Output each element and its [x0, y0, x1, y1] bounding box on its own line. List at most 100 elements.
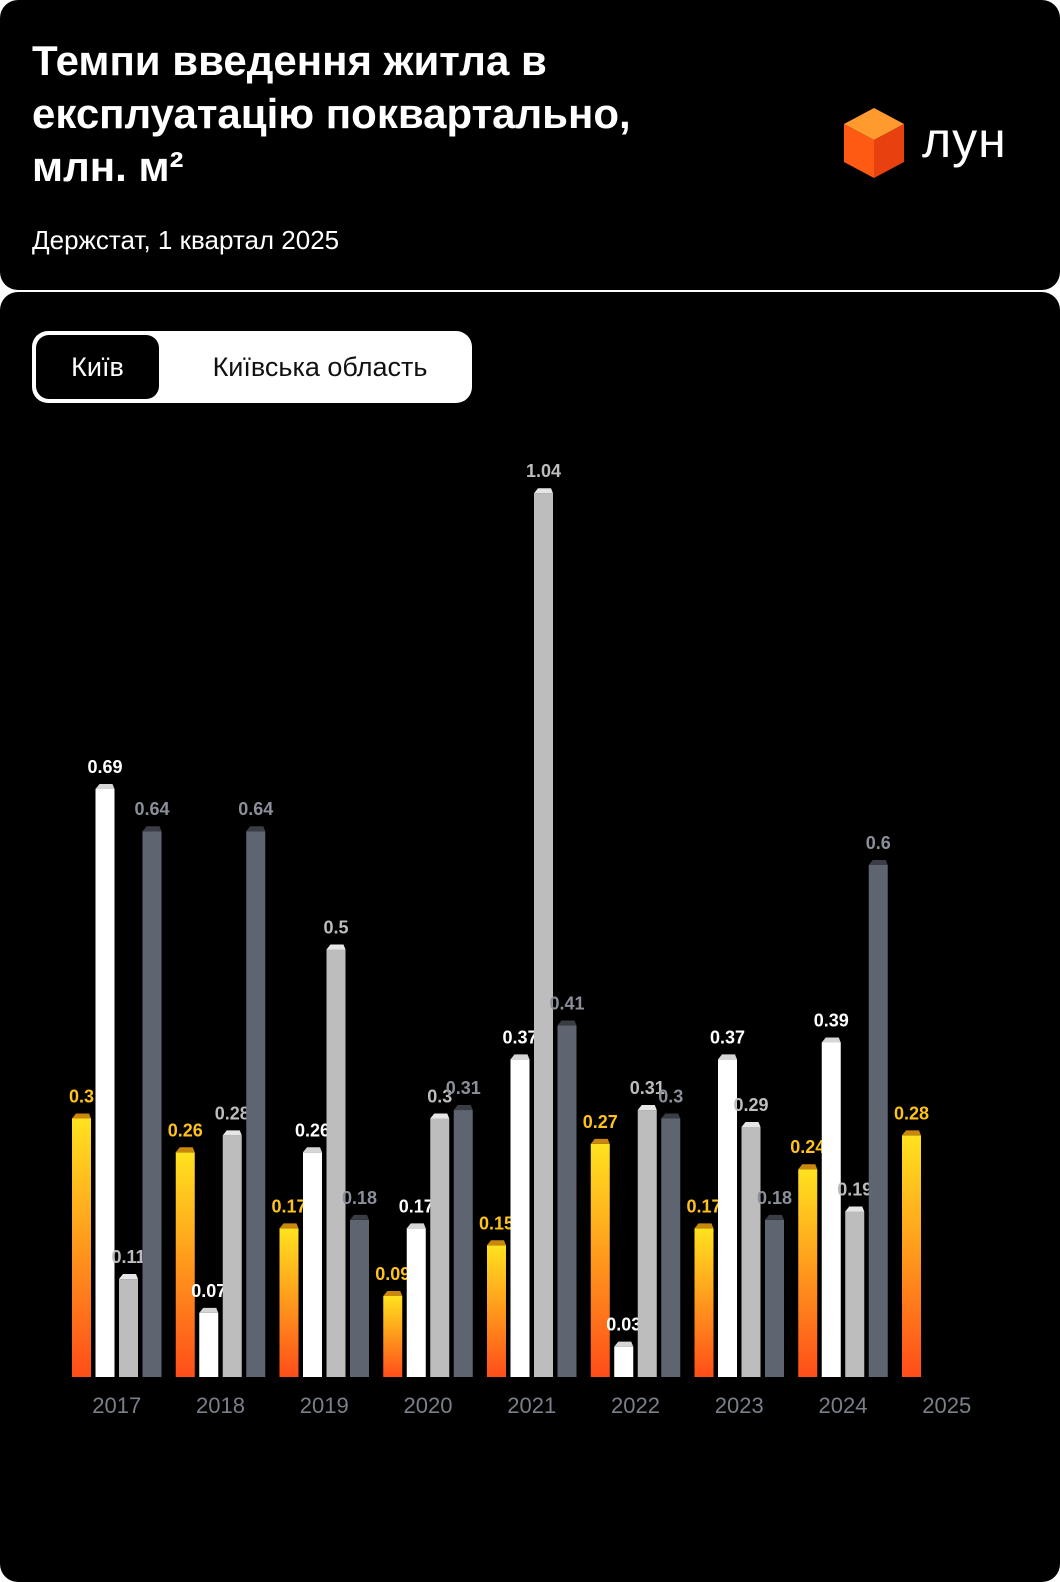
bar-cap-2021-s2 — [510, 1054, 530, 1060]
data-label-2023-s4: 0.18 — [757, 1188, 792, 1208]
x-tick-label-2023: 2023 — [715, 1393, 764, 1418]
data-label-2024-s4: 0.6 — [866, 833, 891, 853]
data-label-2018-s1: 0.26 — [168, 1120, 203, 1140]
bar-2023-s4[interactable] — [765, 1219, 784, 1377]
data-label-2017-s2: 0.69 — [87, 757, 122, 777]
header-card: Темпи введення житла в експлуатацію покв… — [0, 0, 1060, 290]
bar-cap-2024-s4 — [868, 860, 888, 865]
bar-cap-2023-s4 — [765, 1214, 784, 1220]
data-label-2024-s2: 0.39 — [814, 1010, 849, 1030]
bar-cap-2021-s4 — [557, 1020, 577, 1026]
bar-chart: 0.3 0.26 0.17 0.09 0.15 0.27 0.17 0.24 0.28 0.69 0… — [69, 461, 971, 1418]
toggle-kyiv[interactable]: Київ — [36, 335, 159, 399]
bar-2022-s2[interactable] — [614, 1346, 634, 1377]
data-label-2019-s3: 0.5 — [323, 918, 348, 938]
bar-2024-s2[interactable] — [821, 1042, 841, 1377]
bar-cap-2024-s1 — [798, 1164, 818, 1170]
data-label-2020-s4: 0.31 — [446, 1078, 481, 1098]
bar-cap-2022-s1 — [590, 1138, 610, 1144]
bar-cap-2024-s3 — [845, 1206, 865, 1212]
bar-2021-s2[interactable] — [510, 1059, 530, 1377]
bar-2018-s4[interactable] — [246, 831, 266, 1377]
bar-2023-s2[interactable] — [718, 1059, 737, 1377]
bar-2019-s4[interactable] — [350, 1219, 369, 1377]
bar-2022-s1[interactable] — [590, 1143, 610, 1377]
bar-2019-s2[interactable] — [303, 1152, 322, 1377]
bar-cap-2018-s2 — [199, 1307, 219, 1313]
x-tick-label-2020: 2020 — [404, 1393, 453, 1418]
bar-cap-2017-s1 — [72, 1113, 91, 1119]
data-label-2023-s3: 0.29 — [733, 1095, 768, 1115]
bar-2022-s3[interactable] — [637, 1110, 657, 1377]
bar-2018-s3[interactable] — [222, 1135, 242, 1377]
bar-2020-s1[interactable] — [383, 1295, 403, 1377]
bar-cap-2022-s4 — [661, 1113, 681, 1119]
bar-2024-s4[interactable] — [868, 865, 888, 1377]
bar-2023-s3[interactable] — [741, 1126, 761, 1377]
data-label-2024-s1: 0.24 — [790, 1137, 825, 1157]
bar-cap-2019-s3 — [326, 944, 346, 950]
bar-2021-s3[interactable] — [534, 493, 553, 1377]
data-label-2017-s3: 0.11 — [111, 1247, 145, 1267]
data-label-2024-s3: 0.19 — [837, 1179, 872, 1199]
bar-cap-2019-s4 — [350, 1214, 369, 1220]
data-label-2022-s1: 0.27 — [583, 1112, 618, 1132]
bar-2025-s1[interactable] — [902, 1135, 921, 1377]
chart-subtitle: Держстат, 1 квартал 2025 — [32, 225, 340, 255]
x-tick-label-2018: 2018 — [196, 1393, 245, 1418]
bar-2024-s3[interactable] — [845, 1211, 865, 1377]
bar-cap-2021-s3 — [534, 488, 553, 494]
bar-2017-s4[interactable] — [142, 831, 162, 1377]
x-tick-label-2019: 2019 — [300, 1393, 349, 1418]
bar-2021-s4[interactable] — [557, 1025, 577, 1377]
x-tick-label-2022: 2022 — [611, 1393, 660, 1418]
bar-2018-s2[interactable] — [199, 1312, 219, 1377]
bar-cap-2019-s2 — [303, 1147, 322, 1153]
x-tick-label-2024: 2024 — [819, 1393, 868, 1418]
x-tick-label-2025: 2025 — [922, 1393, 971, 1418]
bar-cap-2019-s1 — [279, 1223, 299, 1229]
data-label-2022-s4: 0.3 — [658, 1087, 683, 1107]
x-tick-label-2021: 2021 — [507, 1393, 556, 1418]
bar-2022-s4[interactable] — [661, 1118, 681, 1378]
bar-2020-s4[interactable] — [453, 1110, 473, 1377]
brand-logo[interactable]: лун — [842, 106, 1032, 182]
data-label-2022-s2: 0.03 — [606, 1315, 641, 1335]
data-label-2018-s3: 0.28 — [215, 1103, 250, 1123]
bar-cap-2025-s1 — [902, 1130, 921, 1136]
bar-cap-2017-s2 — [95, 783, 115, 789]
bar-2019-s1[interactable] — [279, 1228, 299, 1377]
data-label-2021-s1: 0.15 — [479, 1213, 514, 1233]
chart-title: Темпи введення житла в експлуатацію покв… — [32, 37, 631, 190]
chart-card: Київ Київська область 0.3 0.26 0.17 0.09 0.1… — [0, 292, 1060, 1582]
bar-cap-2017-s3 — [119, 1274, 138, 1280]
bar-2017-s2[interactable] — [95, 788, 115, 1377]
bar-cap-2022-s3 — [637, 1105, 657, 1111]
bar-cap-2023-s1 — [694, 1223, 714, 1229]
orange-cube-icon — [844, 108, 904, 178]
x-tick-label-2017: 2017 — [92, 1393, 141, 1418]
data-label-2018-s4: 0.64 — [238, 799, 273, 819]
data-label-2023-s1: 0.17 — [686, 1196, 721, 1216]
data-label-2021-s4: 0.41 — [549, 994, 584, 1014]
data-label-2019-s1: 0.17 — [271, 1196, 306, 1216]
bar-2019-s3[interactable] — [326, 949, 346, 1378]
bar-2024-s1[interactable] — [798, 1169, 818, 1377]
bar-cap-2023-s3 — [741, 1121, 761, 1127]
bar-cap-2020-s2 — [406, 1223, 426, 1229]
bar-2018-s1[interactable] — [175, 1152, 195, 1377]
toggle-kyiv-oblast[interactable]: Київська область — [212, 352, 428, 382]
bar-2023-s1[interactable] — [694, 1228, 714, 1377]
bar-cap-2021-s1 — [487, 1240, 506, 1246]
data-label-2020-s2: 0.17 — [399, 1196, 434, 1216]
bar-2021-s1[interactable] — [487, 1245, 506, 1377]
data-label-2021-s3: 1.04 — [526, 461, 561, 481]
bar-2017-s3[interactable] — [119, 1279, 138, 1377]
bar-2020-s2[interactable] — [406, 1228, 426, 1377]
bar-cap-2018-s1 — [175, 1147, 195, 1153]
bar-cap-2020-s1 — [383, 1290, 403, 1296]
data-label-2018-s2: 0.07 — [191, 1281, 226, 1301]
bar-2017-s1[interactable] — [72, 1118, 91, 1378]
bar-2020-s3[interactable] — [430, 1118, 450, 1378]
bar-cap-2020-s4 — [453, 1105, 473, 1111]
